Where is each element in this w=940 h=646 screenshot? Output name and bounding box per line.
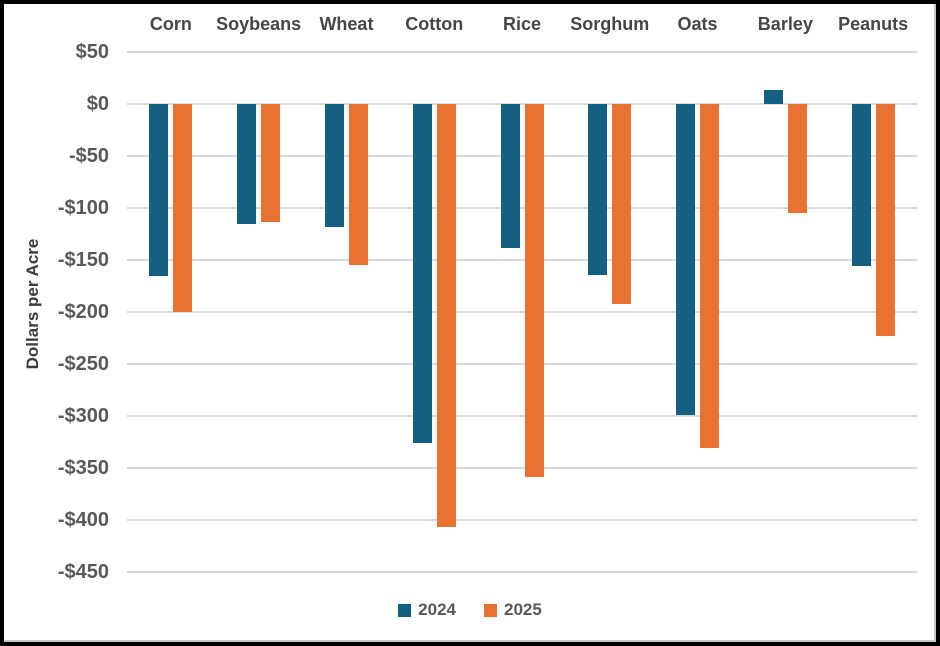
bar-sorghum-2024 — [588, 104, 608, 275]
bar-barley-2024 — [763, 90, 783, 104]
bar-corn-2024 — [149, 104, 169, 276]
y-axis-tick-label: -$150 — [57, 249, 109, 271]
gridline--$50 — [127, 155, 917, 157]
bar-oats-2025 — [700, 104, 720, 449]
category-label-peanuts: Peanuts — [838, 14, 909, 34]
gridline--$100 — [127, 207, 917, 209]
bar-rice-2024 — [500, 104, 520, 248]
chart-legend: 2024 2025 — [4, 600, 936, 620]
y-axis-tick-label: -$350 — [57, 457, 109, 479]
gridline-$0 — [127, 103, 917, 105]
bar-peanuts-2024 — [851, 104, 871, 267]
bar-cotton-2025 — [436, 104, 456, 528]
legend-item-2025: 2025 — [484, 600, 542, 620]
category-label-sorghum: Sorghum — [570, 14, 650, 34]
y-axis-tick-label: -$450 — [57, 561, 109, 583]
category-label-oats: Oats — [677, 14, 718, 34]
gridline--$400 — [127, 519, 917, 521]
category-label-soybeans: Soybeans — [216, 14, 302, 34]
bar-peanuts-2025 — [875, 104, 895, 336]
y-axis-tick-label: $0 — [86, 93, 109, 115]
y-axis-tick-label: -$300 — [57, 405, 109, 427]
gridline--$450 — [127, 571, 917, 573]
y-axis-tick-label: -$200 — [57, 301, 109, 323]
bar-wheat-2024 — [324, 104, 344, 227]
gridline-$50 — [127, 51, 917, 53]
legend-swatch-2024 — [398, 603, 412, 617]
bar-soybeans-2025 — [261, 104, 281, 222]
bar-cotton-2024 — [412, 104, 432, 444]
bar-barley-2025 — [787, 104, 807, 214]
category-label-rice: Rice — [502, 14, 542, 34]
y-axis-tick-label: -$400 — [57, 509, 109, 531]
bar-corn-2025 — [173, 104, 193, 312]
gridline--$300 — [127, 415, 917, 417]
legend-label-2024: 2024 — [418, 600, 456, 619]
y-axis-title: Dollars per Acre — [23, 238, 42, 370]
y-axis-tick-label: -$100 — [57, 197, 109, 219]
bar-sorghum-2025 — [612, 104, 632, 304]
legend-label-2025: 2025 — [504, 600, 542, 619]
bar-rice-2025 — [524, 104, 544, 478]
gridline--$250 — [127, 363, 917, 365]
category-label-barley: Barley — [757, 14, 813, 34]
gridline--$150 — [127, 259, 917, 261]
bar-soybeans-2024 — [237, 104, 257, 224]
category-label-corn: Corn — [149, 14, 192, 34]
category-label-wheat: Wheat — [319, 14, 374, 34]
category-label-cotton: Cotton — [405, 14, 464, 34]
y-axis-tick-label: -$50 — [68, 145, 109, 167]
gridline--$350 — [127, 467, 917, 469]
legend-swatch-2025 — [484, 603, 497, 617]
legend-item-2024: 2024 — [398, 600, 456, 620]
bar-oats-2024 — [676, 104, 696, 415]
gridline--$200 — [127, 311, 917, 313]
bar-wheat-2025 — [348, 104, 368, 266]
y-axis-tick-label: -$250 — [57, 353, 109, 375]
y-axis-tick-label: $50 — [75, 41, 109, 63]
